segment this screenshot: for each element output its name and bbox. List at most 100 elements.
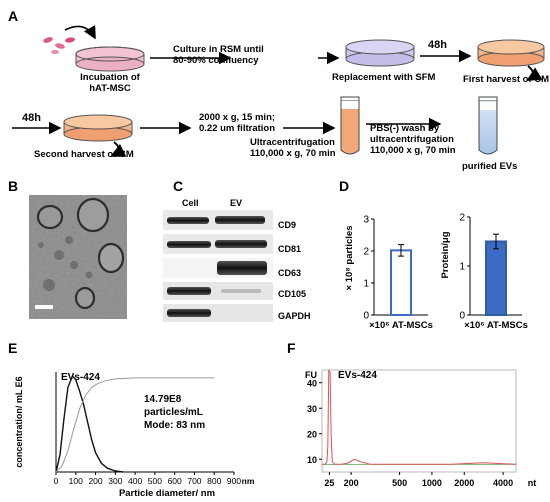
d-left-ytick-label: 3: [363, 215, 369, 226]
dish-sfm-icon: [345, 39, 415, 67]
centrifuge-label: 2000 x g, 15 min; 0.22 um filtration: [199, 112, 289, 134]
d-right-ytick-label: 1: [459, 262, 465, 273]
size-distribution-chart: 0 100 200 300 400 500 600 700 800 900 nm Particle d…: [14, 372, 255, 498]
scale-bar: [35, 305, 53, 309]
e-xtick-label: 200: [88, 476, 102, 486]
centrifuge-line-2: 0.22 um filtration: [199, 123, 276, 134]
d-left-ytick-label: 0: [363, 311, 369, 322]
d-left-category-label: ×10⁶ AT-MSCs: [369, 320, 433, 331]
panel-letter-c: C: [173, 178, 184, 194]
d-left-bar: [390, 249, 412, 316]
e-xtick-label: 500: [148, 476, 162, 486]
e-xtick-label: 700: [187, 476, 201, 486]
ultra-line-2: 110,000 x g, 70 min: [250, 148, 336, 159]
ultra-line-1: Ultracentrifugation: [250, 137, 335, 148]
culture-label: Culture in RSM until 80-90% confluency: [173, 44, 323, 66]
e-series-line-1: [55, 374, 124, 473]
e-annotation-line-2: particles/mL: [144, 407, 203, 418]
f-plot-frame: [321, 369, 517, 473]
d-right-ytick-label: 0: [459, 311, 465, 322]
blot-marker-cd63: CD63: [278, 268, 302, 278]
f-ytick-label: 20: [307, 429, 317, 439]
panel-letter-a: A: [8, 8, 19, 24]
bar-chart-particles: × 10⁸ particles 0 1 2 3 ×10⁶ AT-MSCs: [344, 215, 433, 332]
tube-ultracentrifugation-icon: [340, 96, 360, 155]
wait-48h-label-2: 48h: [22, 112, 41, 124]
f-xtick-label: 1000: [422, 478, 442, 488]
centrifuge-line-1: 2000 x g, 15 min;: [199, 112, 276, 123]
panel-letter-e: E: [8, 340, 18, 356]
d-right-ytick-label: 2: [459, 213, 465, 224]
culture-line-1: Culture in RSM until: [173, 44, 264, 55]
e-series-line-2: [55, 377, 215, 473]
e-xtick-label: 400: [128, 476, 142, 486]
first-harvest-label: First harvest of CM: [463, 74, 550, 85]
f-ytick-label: 40: [307, 378, 317, 388]
bar-chart-protein: Protein/μg 0 1 2 ×10⁶ AT-MSCs: [440, 213, 528, 332]
dish-first-harvest-icon: [477, 39, 545, 67]
f-ylabel: FU: [305, 370, 317, 380]
dish-second-harvest-icon: [63, 114, 133, 142]
e-xtick-label: 300: [108, 476, 122, 486]
f-xtick-label: 25: [324, 478, 334, 488]
tube-purified-evs-icon: [478, 96, 498, 155]
e-xtick-label: 800: [207, 476, 221, 486]
blot-column-cell: Cell: [182, 198, 199, 208]
panel-letter-f: F: [287, 340, 296, 356]
panel-d-charts: × 10⁸ particles 0 1 2 3 ×10⁶ AT-MSCs Protein…: [344, 213, 528, 332]
workflow-diagram: [12, 25, 545, 157]
blot-marker-gapdh: GAPDH: [278, 311, 311, 321]
e-xtick-label: 100: [69, 476, 83, 486]
e-xtick-label: 0: [54, 476, 59, 486]
culture-line-2: 80-90% confluency: [173, 55, 259, 66]
cell-icons: [43, 37, 75, 54]
e-xlabel: Particle diameter/ nm: [119, 488, 215, 498]
f-ytick-label: 10: [307, 455, 317, 465]
f-xtick-label: 200: [344, 478, 359, 488]
second-harvest-label: Second harvest of CM: [34, 149, 134, 160]
e-xtick-label: 900: [227, 476, 241, 486]
replacement-label: Replacement with SFM: [332, 72, 436, 83]
incubation-line-1: Incubation of: [80, 72, 140, 83]
purified-evs-label: purified EVs: [462, 161, 518, 172]
d-left-ytick-label: 2: [363, 247, 369, 258]
blot-column-ev: EV: [230, 198, 243, 208]
wash-line-1: PBS(-) wash by: [370, 123, 440, 134]
western-blot-image: [163, 210, 273, 322]
blot-marker-cd9: CD9: [278, 220, 297, 230]
f-title: EVs-424: [338, 370, 377, 381]
ultracentrifugation-label: Ultracentrifugation 110,000 x g, 70 min: [250, 137, 350, 159]
dish-incubation-icon: [75, 46, 145, 72]
e-x-unit: nm: [242, 476, 255, 486]
e-xtick-label: 600: [168, 476, 182, 486]
f-ytick-label: 30: [307, 404, 317, 414]
wash-label: PBS(-) wash by ultracentrifugation 110,0…: [370, 123, 480, 156]
panel-letter-b: B: [8, 178, 19, 194]
f-series-line: [322, 369, 517, 465]
incubation-label: Incubation of hAT-MSC: [60, 72, 160, 94]
panel-letter-d: D: [339, 178, 350, 194]
tem-micrograph-image: [29, 195, 127, 319]
d-left-ytick-label: 1: [363, 279, 369, 290]
f-xtick-label: 4000: [493, 478, 513, 488]
blot-marker-cd81: CD81: [278, 244, 302, 254]
d-right-category-label: ×10⁶ AT-MSCs: [464, 320, 528, 331]
incubation-line-2: hAT-MSC: [89, 83, 131, 94]
e-annotation-line-1: 14.79E8: [144, 394, 182, 405]
wait-48h-label-1: 48h: [428, 39, 447, 51]
f-xtick-label: 2000: [454, 478, 474, 488]
e-title: EVs-424: [61, 372, 100, 383]
e-annotation-line-3: Mode: 83 nm: [144, 420, 205, 431]
wash-line-2: ultracentrifugation: [370, 134, 454, 145]
wash-line-3: 110,000 x g, 70 min: [370, 145, 456, 156]
d-left-ylabel: × 10⁸ particles: [344, 226, 355, 291]
f-xtick-label: 500: [392, 478, 407, 488]
blot-marker-cd105: CD105: [278, 289, 307, 299]
d-right-bar: [485, 240, 507, 316]
f-x-unit: nt: [528, 478, 537, 488]
panel-e-chart: 0 100 200 300 400 500 600 700 800 900 nm Particle d…: [14, 372, 255, 498]
e-ylabel: concentration/ mL E6: [14, 376, 24, 467]
d-right-ylabel: Protein/μg: [440, 231, 451, 278]
